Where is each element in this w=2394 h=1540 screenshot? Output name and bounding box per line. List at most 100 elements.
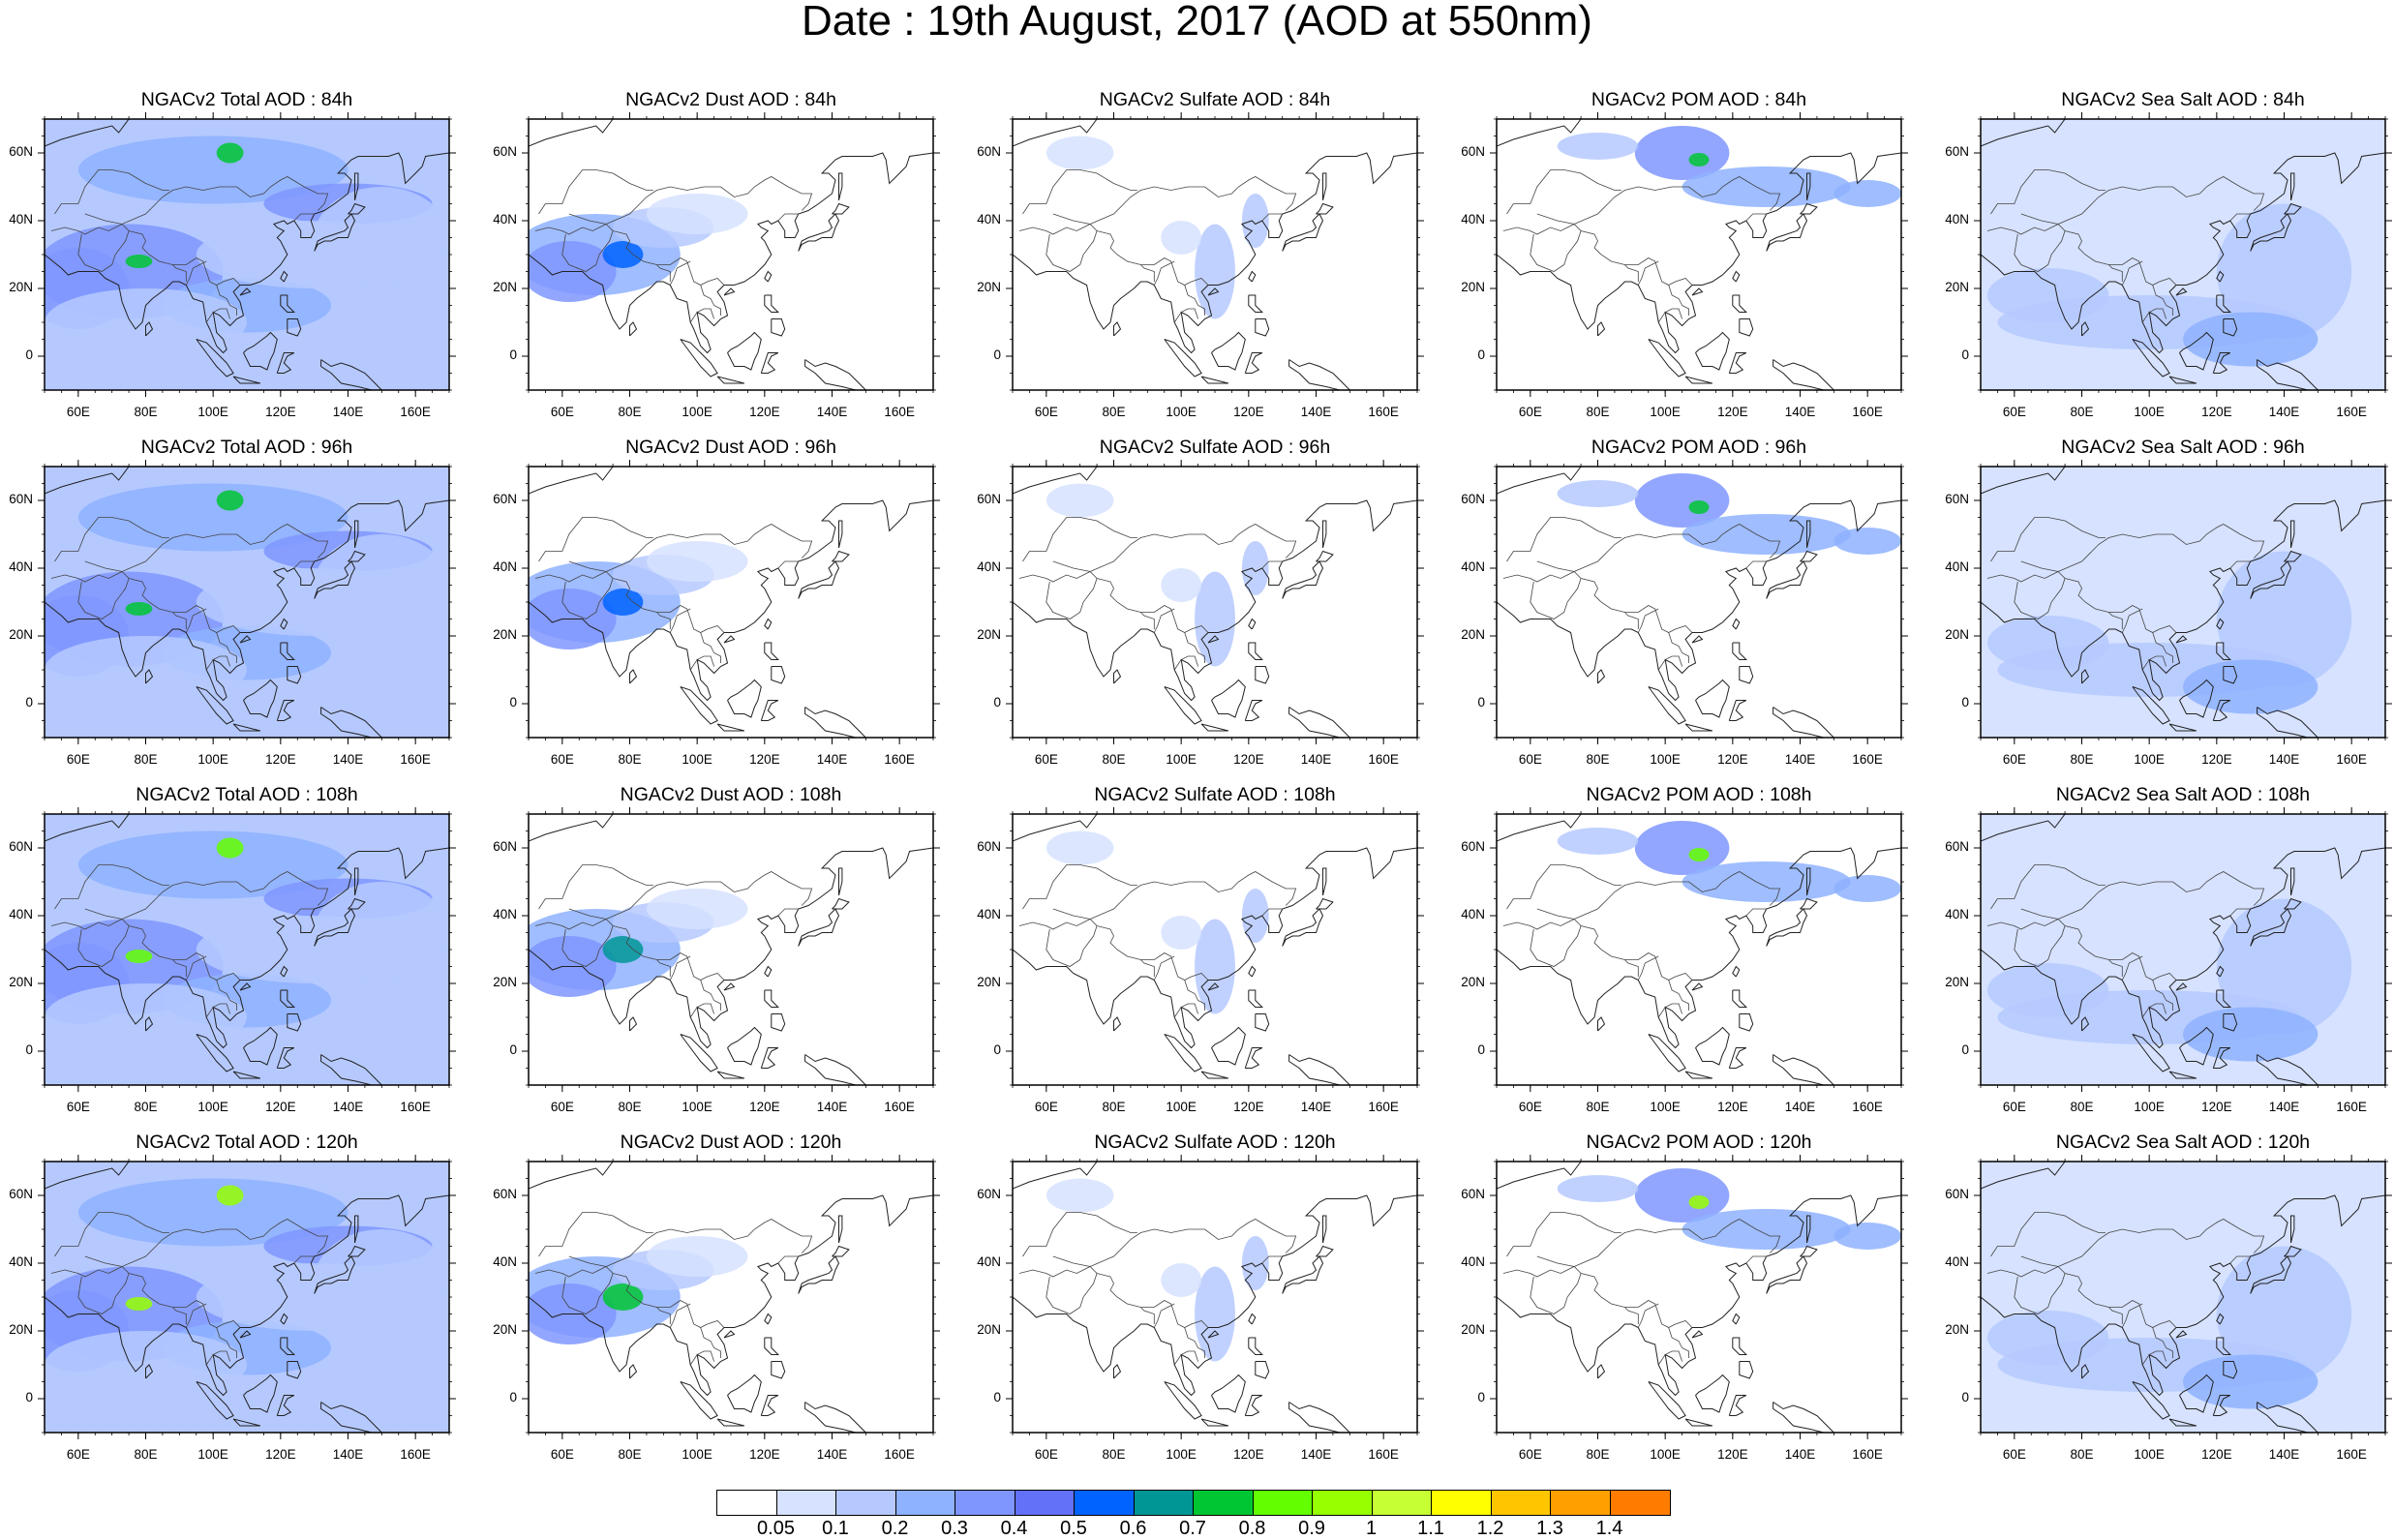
colorbar-label: 1.4 [1595, 1518, 1623, 1539]
country-border [121, 176, 329, 225]
lon-tick-label: 60E [66, 1100, 90, 1114]
lon-tick-label: 160E [1852, 405, 1883, 419]
lon-tick-label: 80E [1102, 752, 1126, 767]
country-border [77, 925, 130, 967]
aod-region [125, 950, 153, 963]
coastline [1684, 1071, 1713, 1079]
country-border [538, 517, 653, 562]
coastline [2132, 686, 2170, 725]
country-border [777, 213, 799, 222]
coastline [2216, 1337, 2232, 1355]
lat-tick-label: 40N [1945, 212, 1969, 226]
coastline [1316, 202, 1334, 215]
panel-title: NGACv2 Total AOD : 84h [140, 89, 353, 110]
country-border [1184, 1327, 1205, 1358]
lat-tick-label: 20N [1461, 627, 1485, 642]
lon-tick-label: 120E [1233, 1100, 1264, 1114]
country-border [1637, 260, 1659, 286]
colorbar-swatch [1610, 1491, 1670, 1515]
coastline [2179, 1374, 2214, 1413]
lat-tick-label: 60N [9, 492, 33, 506]
country-border [1657, 308, 1682, 323]
lat-tick-label: 20N [1461, 280, 1485, 294]
coastline [723, 287, 736, 296]
country-border [656, 612, 671, 629]
coastline [232, 1418, 261, 1427]
country-border [1573, 176, 1781, 225]
coastline [716, 376, 745, 384]
coastline [771, 666, 786, 684]
aod-region [45, 288, 247, 356]
coastline [145, 1364, 154, 1379]
map-panel [1006, 460, 1424, 744]
coastline [2168, 723, 2197, 732]
lon-tick-label: 120E [1233, 405, 1264, 419]
country-border [121, 524, 329, 572]
lon-tick-label: 100E [1166, 1100, 1197, 1114]
country-border [205, 1350, 230, 1366]
lon-tick-label: 160E [2336, 405, 2367, 419]
coastline [45, 1194, 449, 1397]
lon-tick-label: 140E [816, 1447, 848, 1462]
country-border [1261, 1255, 1283, 1264]
lat-tick-label: 40N [1461, 212, 1485, 226]
lon-tick-label: 160E [400, 405, 431, 419]
country-border [293, 560, 315, 569]
country-border [1140, 264, 1155, 282]
aod-region [602, 589, 644, 616]
map-panel [1490, 460, 1908, 744]
country-border [2014, 925, 2066, 967]
lon-tick-label: 80E [1586, 752, 1610, 767]
aod-region [1241, 541, 1269, 595]
lat-tick-label: 60N [1461, 144, 1485, 159]
coastline [764, 270, 773, 283]
coastline [1597, 669, 1606, 684]
coastline [2216, 965, 2225, 978]
country-border [1573, 1219, 1781, 1267]
coastline [680, 686, 718, 725]
country-border [656, 264, 671, 282]
coastline [1248, 270, 1257, 283]
aod-region [646, 1236, 748, 1277]
lon-tick-label: 60E [66, 405, 90, 419]
country-border [54, 517, 169, 562]
country-border [1022, 169, 1137, 215]
lat-tick-label: 40N [9, 559, 33, 574]
lon-tick-label: 60E [1034, 1447, 1058, 1462]
lon-tick-label: 60E [550, 405, 574, 419]
lon-tick-label: 140E [816, 752, 848, 767]
coastline [1497, 1162, 1582, 1190]
coastline [723, 1330, 736, 1339]
lat-tick-label: 20N [493, 975, 517, 989]
map-panel [1974, 460, 2392, 744]
country-border [1153, 608, 1175, 633]
country-border [1986, 1266, 2059, 1278]
aod-region [77, 830, 348, 899]
country-border [172, 612, 187, 629]
colorbar-swatch [955, 1491, 1015, 1515]
coastline [1739, 318, 1754, 337]
aod-region [216, 142, 244, 164]
lat-tick-label: 0 [1961, 347, 1969, 362]
coastline [1113, 321, 1122, 337]
coastline [1684, 723, 1713, 732]
country-border [1668, 980, 1689, 1011]
lat-tick-label: 20N [1945, 280, 1969, 294]
coastline [529, 847, 933, 1049]
coastline [243, 1374, 278, 1413]
coastline [1497, 152, 1901, 354]
country-border [2229, 213, 2251, 222]
lon-tick-label: 120E [749, 405, 780, 419]
panel-title: NGACv2 Total AOD : 96h [140, 437, 353, 458]
coastline [716, 1418, 745, 1427]
colorbar-label: 0.05 [757, 1518, 795, 1539]
coastline [1800, 1245, 1818, 1257]
coastline [2179, 679, 2214, 718]
coastline [1207, 635, 1220, 644]
country-border [1530, 1273, 1582, 1314]
aod-region [1045, 483, 1114, 518]
lat-tick-label: 40N [9, 212, 33, 226]
country-border [1745, 1255, 1767, 1264]
panel-title: NGACv2 POM AOD : 96h [1591, 437, 1807, 458]
